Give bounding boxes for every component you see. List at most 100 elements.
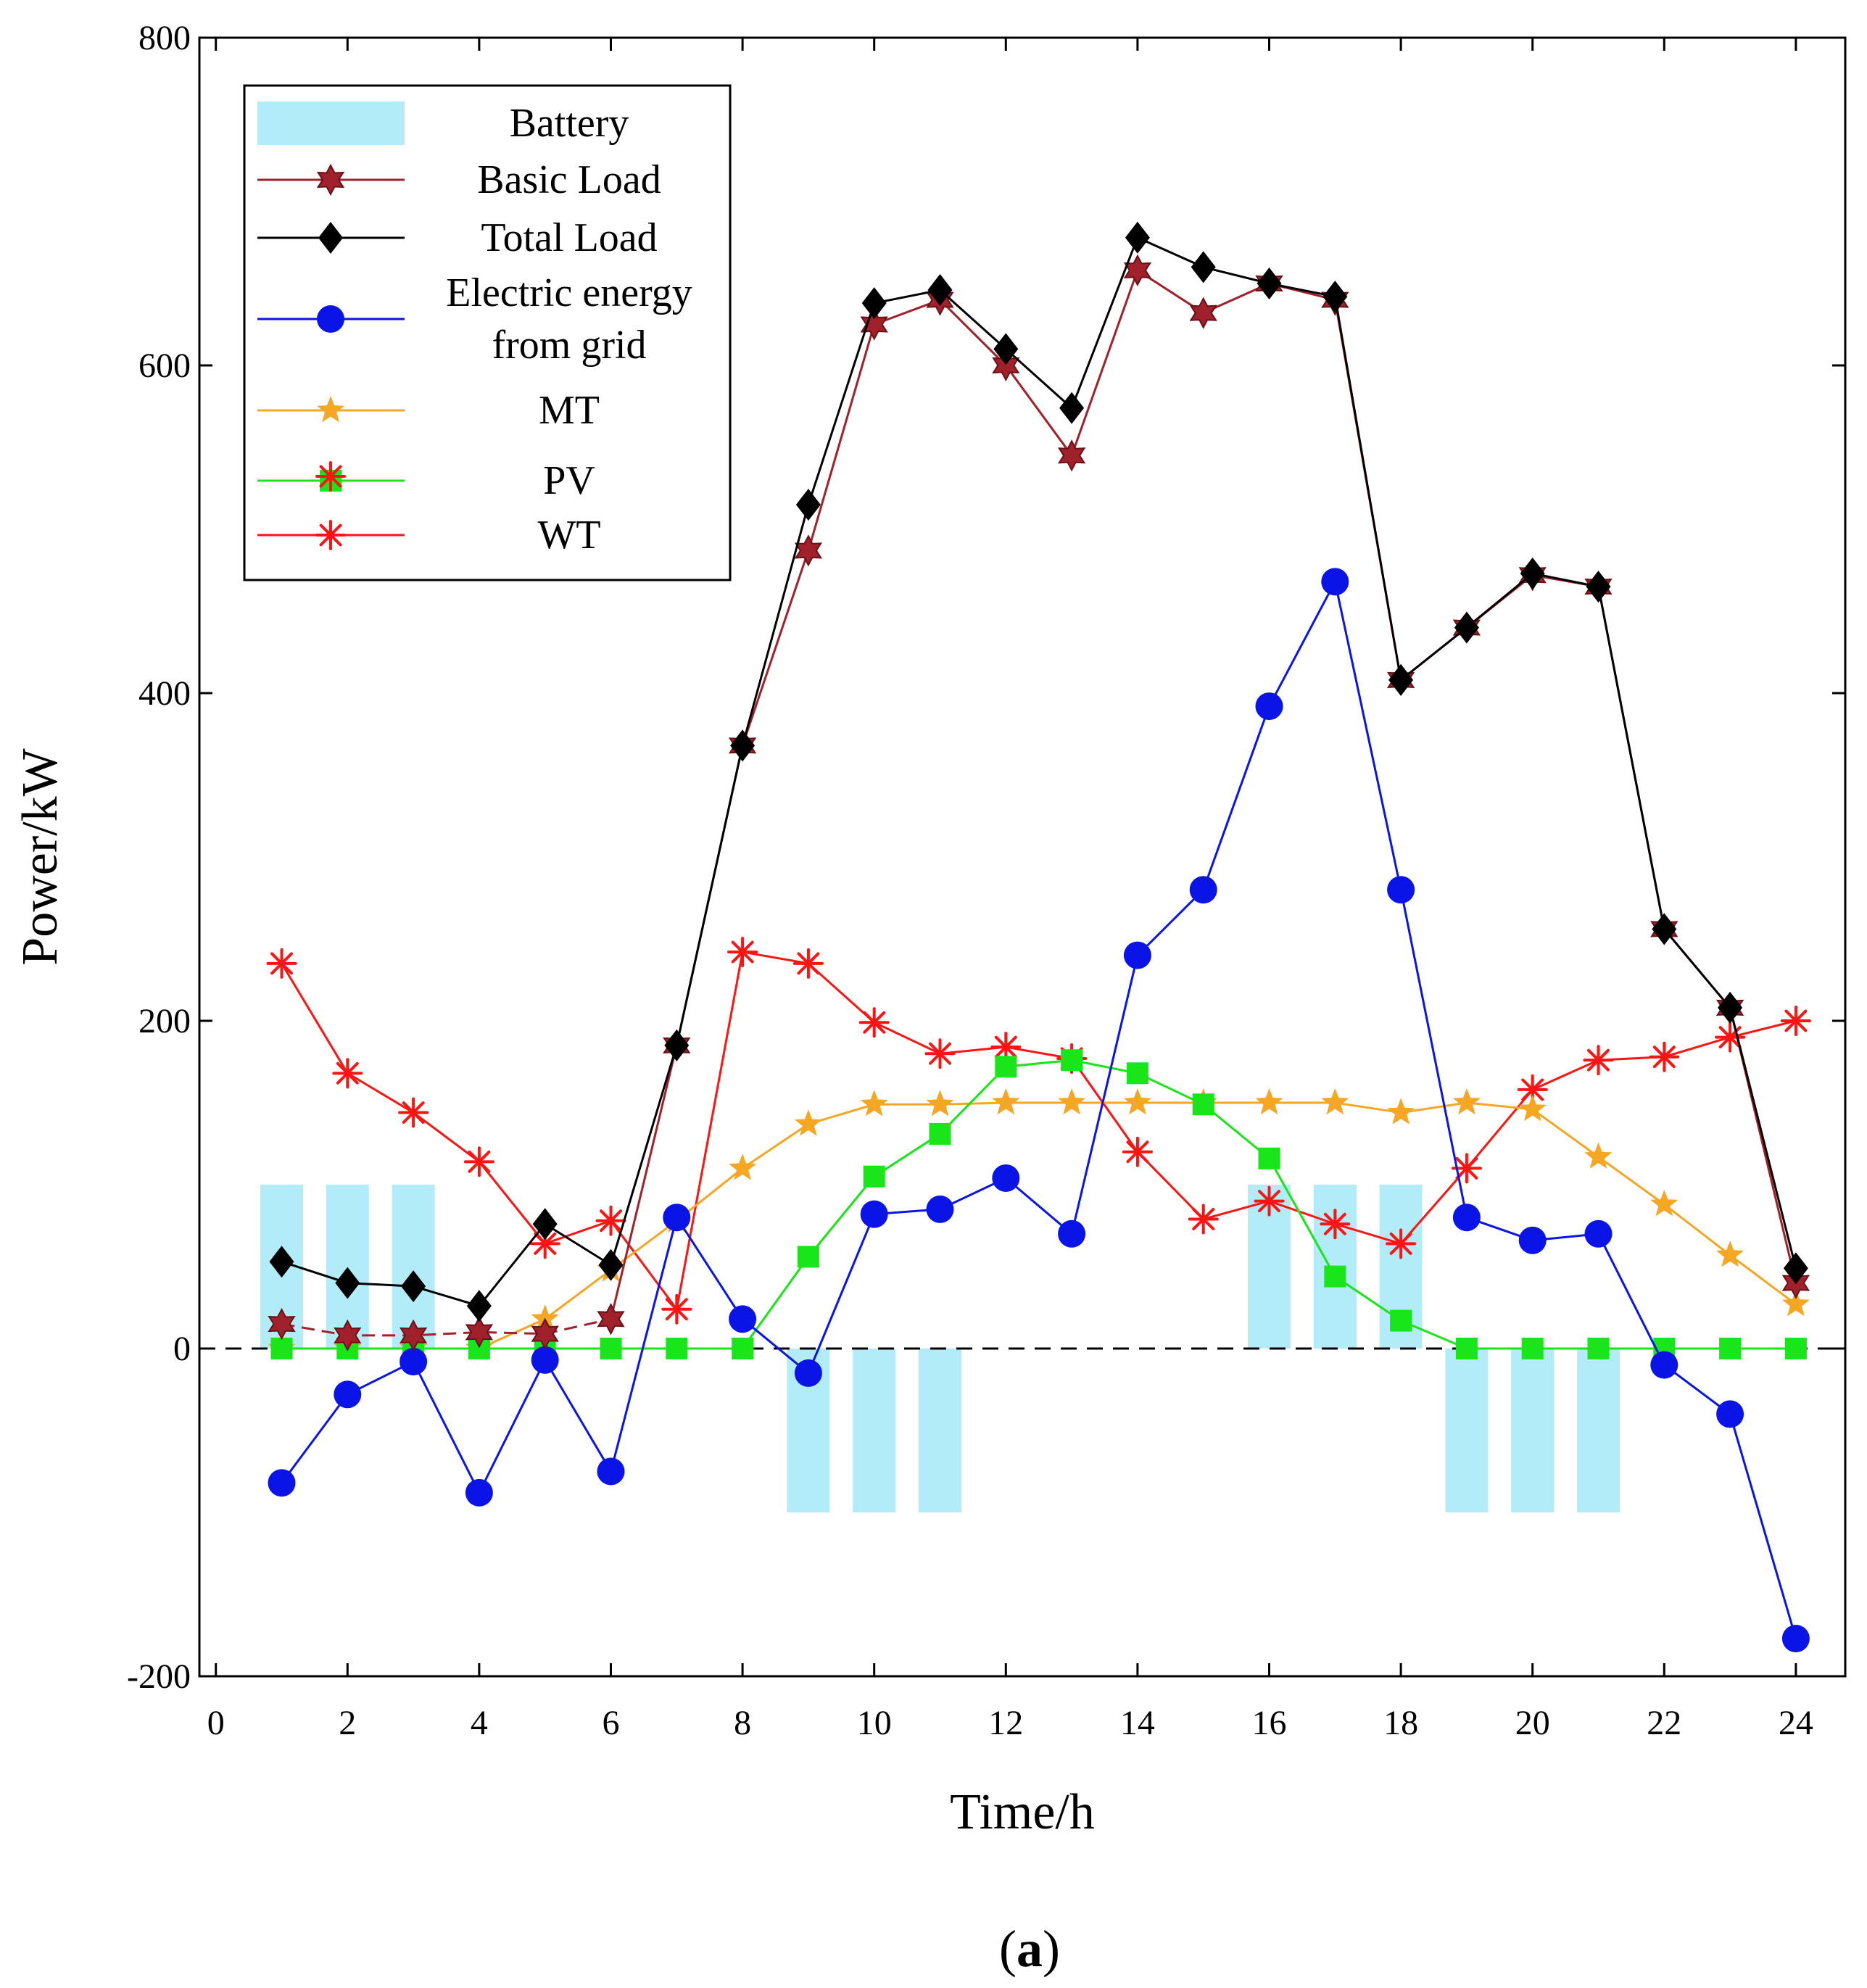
- point-pv: [1126, 1062, 1148, 1085]
- point-wt-stroke: [1192, 1208, 1215, 1230]
- point-total-load: [730, 729, 756, 762]
- point-basic-load: [794, 534, 823, 567]
- legend: Battery Basic Load Total Load Electric ener…: [243, 84, 732, 581]
- point-basic-load: [334, 1319, 362, 1352]
- point-basic-load: [597, 1303, 625, 1335]
- legend-label-electric-energy-from-grid: Electric energy: [446, 270, 692, 315]
- y-tick-label: 200: [138, 1002, 191, 1040]
- point-electric-energy-from-grid: [1452, 1204, 1481, 1232]
- point-electric-energy-from-grid: [794, 1359, 822, 1387]
- battery-bar: [1576, 1349, 1620, 1512]
- legend-marker-electric-energy-from-grid: [317, 305, 344, 333]
- point-pv: [270, 1338, 293, 1359]
- point-basic-load: [1057, 439, 1086, 472]
- point-pv: [1784, 1338, 1807, 1359]
- point-total-load: [401, 1270, 426, 1303]
- legend-item-total-load: Total Load: [257, 215, 658, 260]
- legend-marker-pv-asterisk-stroke: [319, 465, 342, 488]
- point-wt-stroke: [665, 1298, 688, 1321]
- point-electric-energy-from-grid: [860, 1200, 888, 1228]
- caption-letter: a: [1017, 1920, 1043, 1978]
- x-tick-label: 8: [734, 1704, 751, 1742]
- point-wt: [792, 948, 824, 979]
- point-electric-energy-from-grid: [1781, 1625, 1810, 1653]
- point-total-load: [1322, 281, 1348, 313]
- point-pv: [797, 1246, 819, 1268]
- y-axis-title: Power/kW: [12, 748, 68, 965]
- point-mt: [926, 1090, 954, 1117]
- x-axis-title: Time/h: [950, 1784, 1095, 1840]
- point-total-load: [1520, 558, 1545, 590]
- point-total-load: [1586, 571, 1611, 603]
- legend-box: [243, 84, 732, 581]
- point-wt-stroke: [1521, 1078, 1544, 1101]
- point-wt-stroke: [1126, 1140, 1149, 1164]
- legend-item-battery: Battery: [257, 101, 629, 146]
- legend-item-wt: WT: [257, 513, 601, 558]
- point-basic-load: [1123, 254, 1152, 287]
- point-wt: [1780, 1006, 1811, 1036]
- point-mt: [1058, 1088, 1086, 1115]
- point-wt-stroke: [994, 1035, 1017, 1059]
- point-wt: [332, 1058, 363, 1089]
- point-electric-energy-from-grid: [597, 1457, 625, 1486]
- x-tick-label: 6: [603, 1704, 620, 1742]
- series-line-wt: [281, 950, 1797, 1312]
- point-total-load: [795, 489, 821, 521]
- point-electric-energy-from-grid: [1058, 1219, 1086, 1248]
- series-wt: [266, 937, 1811, 1325]
- point-total-load: [1718, 991, 1743, 1024]
- point-total-load: [1783, 1252, 1808, 1285]
- point-wt-stroke: [1652, 1045, 1676, 1069]
- point-wt: [1320, 1209, 1351, 1240]
- point-total-load: [1388, 663, 1414, 696]
- point-wt-stroke: [600, 1209, 622, 1233]
- point-wt: [1122, 1136, 1153, 1167]
- point-mt: [860, 1090, 888, 1117]
- y-tick-label: 800: [138, 19, 191, 57]
- legend-label-pv: PV: [543, 458, 595, 503]
- point-mt: [1321, 1088, 1349, 1115]
- point-wt-stroke: [1455, 1156, 1478, 1180]
- point-total-load: [532, 1208, 558, 1241]
- point-electric-energy-from-grid: [334, 1380, 362, 1409]
- y-tick-label: 600: [138, 347, 191, 385]
- legend-label-electric-energy-from-grid: from grid: [492, 323, 646, 368]
- point-wt-stroke: [1784, 1009, 1808, 1032]
- point-pv: [1061, 1049, 1083, 1072]
- point-wt: [727, 937, 758, 968]
- point-wt-stroke: [468, 1150, 491, 1173]
- point-wt: [463, 1146, 494, 1177]
- point-wt-stroke: [1323, 1212, 1346, 1235]
- point-mt: [1518, 1095, 1547, 1122]
- plot-frame: [198, 36, 1847, 1678]
- point-electric-energy-from-grid: [1716, 1400, 1744, 1428]
- point-wt: [1583, 1045, 1614, 1076]
- point-basic-load: [465, 1316, 494, 1349]
- series-line-total-load: [281, 236, 1797, 1307]
- point-wt-stroke: [336, 1061, 359, 1085]
- series-total-load: [269, 221, 1808, 1322]
- x-tick-label: 24: [1779, 1704, 1813, 1742]
- point-electric-energy-from-grid: [663, 1204, 691, 1232]
- point-mt: [794, 1109, 822, 1136]
- point-wt-stroke: [731, 940, 754, 964]
- point-mt: [1716, 1241, 1744, 1267]
- point-wt: [595, 1205, 626, 1236]
- x-tick-label: 14: [1120, 1704, 1155, 1742]
- point-wt: [990, 1032, 1022, 1063]
- legend-label-battery: Battery: [510, 101, 629, 146]
- point-wt: [1649, 1041, 1680, 1072]
- point-mt: [992, 1088, 1020, 1115]
- point-pv: [1390, 1309, 1412, 1332]
- point-wt: [661, 1293, 692, 1325]
- point-pv: [1192, 1093, 1214, 1116]
- point-mt: [1255, 1088, 1283, 1115]
- point-wt: [1188, 1204, 1219, 1235]
- point-wt: [1254, 1185, 1285, 1217]
- point-basic-load: [399, 1319, 428, 1352]
- point-total-load: [598, 1248, 624, 1281]
- point-wt-stroke: [797, 952, 820, 975]
- point-electric-energy-from-grid: [992, 1164, 1020, 1192]
